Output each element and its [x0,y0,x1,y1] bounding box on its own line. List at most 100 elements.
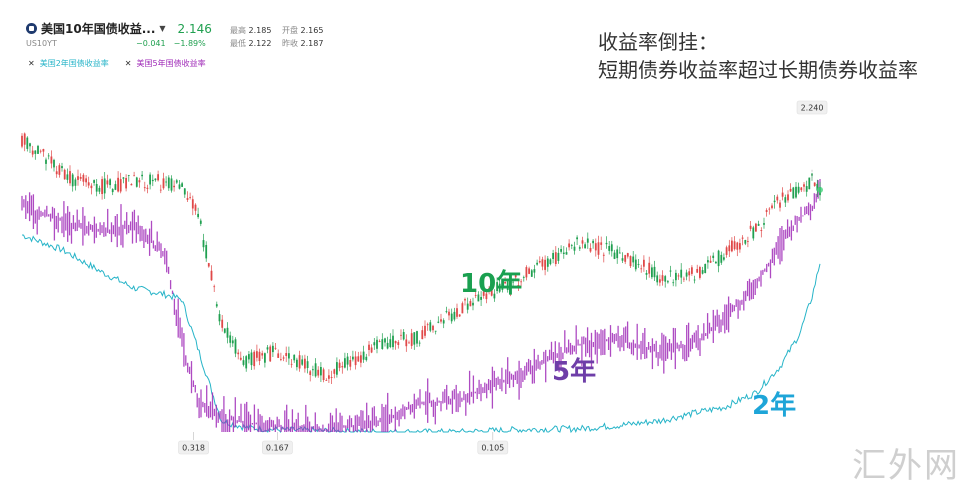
candle-body-10y [37,145,39,154]
candle-body-10y [621,258,624,261]
candle-body-10y [576,237,578,240]
candle-body-10y [322,369,325,380]
candle-body-10y [424,325,426,336]
candle-body-10y [610,244,613,252]
candle-body-10y [715,261,717,264]
candle-body-10y [304,358,306,369]
candle-body-10y [357,356,360,362]
title-line-2: 短期债券收益率超过长期债券收益率 [598,58,918,82]
candle-body-10y [645,273,648,275]
legend-item-5y[interactable]: ✕ 美国5年国债收益率 [125,58,206,69]
legend-item-2y[interactable]: ✕ 美国2年国债收益率 [28,58,109,69]
candle-body-10y [787,194,789,201]
candle-body-10y [237,352,240,355]
candle-body-10y [725,247,728,255]
candle-body-10y [685,272,688,277]
candle-body-10y [167,177,170,189]
candle-body-10y [605,242,608,245]
candle-body-10y [74,179,77,186]
candle-body-10y [63,169,66,180]
candle-body-10y [170,178,173,191]
x-marker-box [477,440,509,455]
candle-body-10y [215,304,218,307]
candle-body-10y [149,174,151,185]
candle-body-10y [376,339,378,349]
candle-body-10y [600,242,603,245]
candle-body-10y [453,311,456,320]
candle-body-10y [768,208,771,210]
candle-body-10y [720,254,723,263]
candle-body-10y [296,359,298,368]
candle-body-10y [178,184,181,189]
candle-body-10y [264,353,266,363]
candle-body-10y [301,359,304,365]
remove-icon[interactable]: ✕ [124,59,132,68]
candle-body-10y [360,355,362,363]
candle-body-10y [570,245,573,246]
candle-body-10y [159,189,162,191]
candle-body-10y [66,174,69,180]
candle-body-10y [341,366,344,368]
candle-body-10y [226,327,229,338]
candle-body-10y [816,183,819,191]
candle-body-10y [317,369,320,376]
candle-body-10y [429,322,432,331]
candle-body-10y [779,202,781,208]
candle-body-10y [309,371,312,375]
candle-body-10y [800,187,803,191]
candle-body-10y [797,186,800,193]
candle-body-10y [258,351,261,361]
candle-body-10y [69,171,71,184]
candle-body-10y [461,303,464,314]
candle-body-10y [288,353,290,359]
candle-body-10y [562,252,565,254]
candle-body-10y [213,286,216,288]
candle-body-10y [231,340,234,344]
candle-body-10y [95,184,98,192]
candle-body-10y [207,263,210,267]
candle-body-10y [632,256,635,263]
candle-body-10y [45,159,47,164]
candle-body-10y [143,187,146,189]
candle-body-10y [298,355,301,369]
candle-body-10y [154,178,157,181]
price-change-pct: −1.89% [173,39,206,48]
candle-body-10y [338,362,341,368]
candle-body-10y [538,261,541,263]
candle-body-10y [157,174,159,181]
instrument-header: 美国10年国债收益... ▼ 2.146 US10YT −0.041 −1.89… [26,20,214,48]
candle-body-10y [557,252,560,261]
candle-body-10y [525,267,528,278]
instrument-name[interactable]: 美国10年国债收益... [41,22,156,36]
candle-body-10y [133,175,135,177]
candle-body-10y [162,178,165,189]
candle-body-10y [397,342,400,345]
candle-body-10y [765,210,768,212]
candle-body-10y [707,260,709,263]
series-label: 2年 [752,390,796,421]
candle-body-10y [223,328,226,333]
candle-body-10y [285,353,288,356]
candle-body-10y [677,275,680,277]
candle-body-10y [699,267,701,278]
candle-body-10y [691,267,693,274]
candle-body-10y [141,174,143,177]
candle-body-10y [616,249,619,259]
chevron-down-icon[interactable]: ▼ [159,24,166,33]
candle-body-10y [320,367,322,376]
candle-body-10y [55,171,58,175]
candle-body-10y [218,314,221,322]
candle-body-10y [597,242,600,255]
candle-body-10y [613,252,616,259]
candle-body-10y [93,180,95,183]
candle-body-10y [416,331,418,344]
candle-body-10y [493,293,496,299]
candle-body-10y [533,269,536,273]
remove-icon[interactable]: ✕ [28,59,35,68]
candle-body-10y [624,255,627,262]
candle-body-10y [640,268,643,270]
candle-body-10y [365,356,368,361]
candle-body-10y [392,335,394,348]
candle-body-10y [125,178,127,189]
